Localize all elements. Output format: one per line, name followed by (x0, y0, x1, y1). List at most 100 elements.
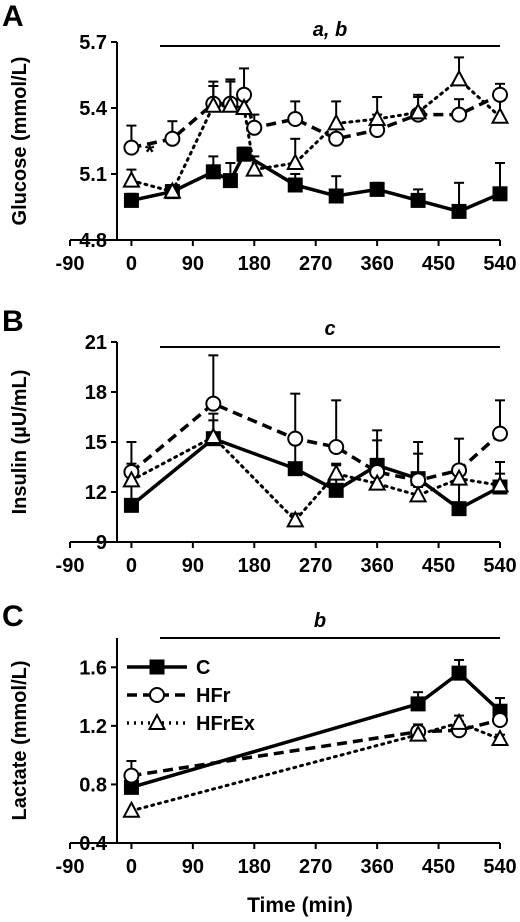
panel-c: 0.4 0.8 1.2 1.6 -90 0 90 180 270 360 450 540 Lactate… (9, 638, 517, 878)
data-point (246, 119, 263, 136)
data-point (449, 69, 469, 87)
x-tick-label: 90 (182, 253, 204, 275)
series-line (129, 77, 502, 194)
series-line (129, 721, 502, 813)
data-point (328, 130, 345, 147)
data-point (451, 501, 467, 517)
legend-marker (149, 687, 165, 703)
y-tick-label: 12 (85, 482, 107, 504)
x-tick-label: 540 (483, 253, 516, 275)
y-tick-label: 5.1 (79, 164, 107, 186)
data-point (286, 510, 305, 528)
series-line (130, 670, 502, 790)
series-hfr (126, 708, 505, 778)
data-point (492, 86, 508, 103)
series-c (126, 146, 505, 214)
y-tick-label: 18 (85, 382, 107, 404)
y-axis-title: Glucose (mmol/L) (9, 57, 31, 226)
data-point (221, 95, 240, 113)
series-line (131, 92, 501, 150)
data-point (287, 177, 303, 193)
series-hfr (126, 67, 505, 150)
x-tick-label: 90 (182, 555, 204, 577)
panel-letter-a: A (2, 0, 24, 33)
x-tick-label: 360 (360, 555, 393, 577)
x-axis-title: Time (min) (247, 894, 353, 917)
data-point (222, 173, 238, 189)
series-line (131, 151, 501, 214)
data-point (204, 426, 223, 444)
x-tick-label: 450 (422, 856, 455, 878)
series-hfrex (126, 419, 505, 523)
y-tick-label: 15 (85, 432, 107, 454)
x-tick-label: -90 (56, 253, 85, 275)
data-point (204, 95, 223, 113)
markers-hfr (123, 86, 508, 156)
legend-marker (149, 659, 165, 675)
x-tick-label: 90 (182, 856, 204, 878)
data-point (490, 106, 510, 124)
data-point (287, 430, 304, 447)
x-tick-label: 450 (422, 253, 455, 275)
y-tick-label: 0.8 (79, 774, 107, 796)
x-tick-label: 450 (422, 555, 455, 577)
data-point (449, 468, 469, 486)
data-point (490, 475, 510, 493)
data-point (490, 728, 510, 747)
series-line (130, 401, 502, 483)
data-point (123, 139, 140, 156)
data-point (327, 463, 346, 481)
data-point (122, 800, 141, 818)
data-point (492, 186, 508, 202)
markers-hfrex (122, 712, 510, 818)
markers-hfrex (122, 426, 510, 528)
data-point (328, 482, 344, 498)
y-tick-label: 1.6 (79, 657, 107, 679)
legend-label: C (196, 657, 210, 679)
x-tick-label: 180 (238, 856, 271, 878)
y-axis-title: Lactate (mmol/L) (9, 660, 31, 820)
data-point (123, 767, 140, 784)
significance-star: * (145, 139, 155, 166)
x-tick-label: 270 (299, 856, 332, 878)
data-point (328, 188, 344, 204)
data-point (245, 159, 264, 177)
x-tick-label: 0 (126, 555, 137, 577)
legend-marker (147, 712, 167, 730)
y-tick-label: 5.4 (79, 98, 108, 120)
data-point (449, 712, 469, 730)
x-tick-label: 0 (126, 253, 137, 275)
y-tick-label: 9 (96, 532, 107, 554)
data-point (451, 665, 467, 681)
data-point (367, 108, 387, 126)
data-point (408, 102, 428, 120)
x-tick-label: 360 (360, 253, 393, 275)
data-point (492, 712, 508, 728)
data-point (205, 164, 221, 180)
data-point (367, 473, 387, 491)
data-point (451, 203, 467, 219)
data-point (164, 130, 181, 147)
sig-label-a: a, b (313, 19, 347, 41)
x-tick-label: 180 (238, 253, 271, 275)
x-tick-label: 540 (483, 856, 516, 878)
series-line (131, 718, 501, 778)
data-point (236, 146, 252, 162)
y-tick-label: 0.4 (79, 833, 108, 855)
x-tick-label: 360 (360, 856, 393, 878)
data-point (410, 696, 426, 712)
x-tick-label: -90 (56, 856, 85, 878)
x-tick-label: 180 (238, 555, 271, 577)
series-hfrex (126, 56, 505, 194)
legend-label: HFr (196, 685, 231, 707)
data-point (492, 425, 508, 442)
legend-label: HFrEx (196, 713, 255, 735)
data-point (328, 439, 345, 455)
data-point (287, 461, 303, 477)
data-point (122, 170, 141, 188)
markers-hfr (123, 712, 508, 784)
x-tick-label: -90 (56, 555, 85, 577)
data-point (123, 192, 139, 208)
data-point (163, 181, 182, 199)
x-tick-label: 0 (126, 856, 137, 878)
